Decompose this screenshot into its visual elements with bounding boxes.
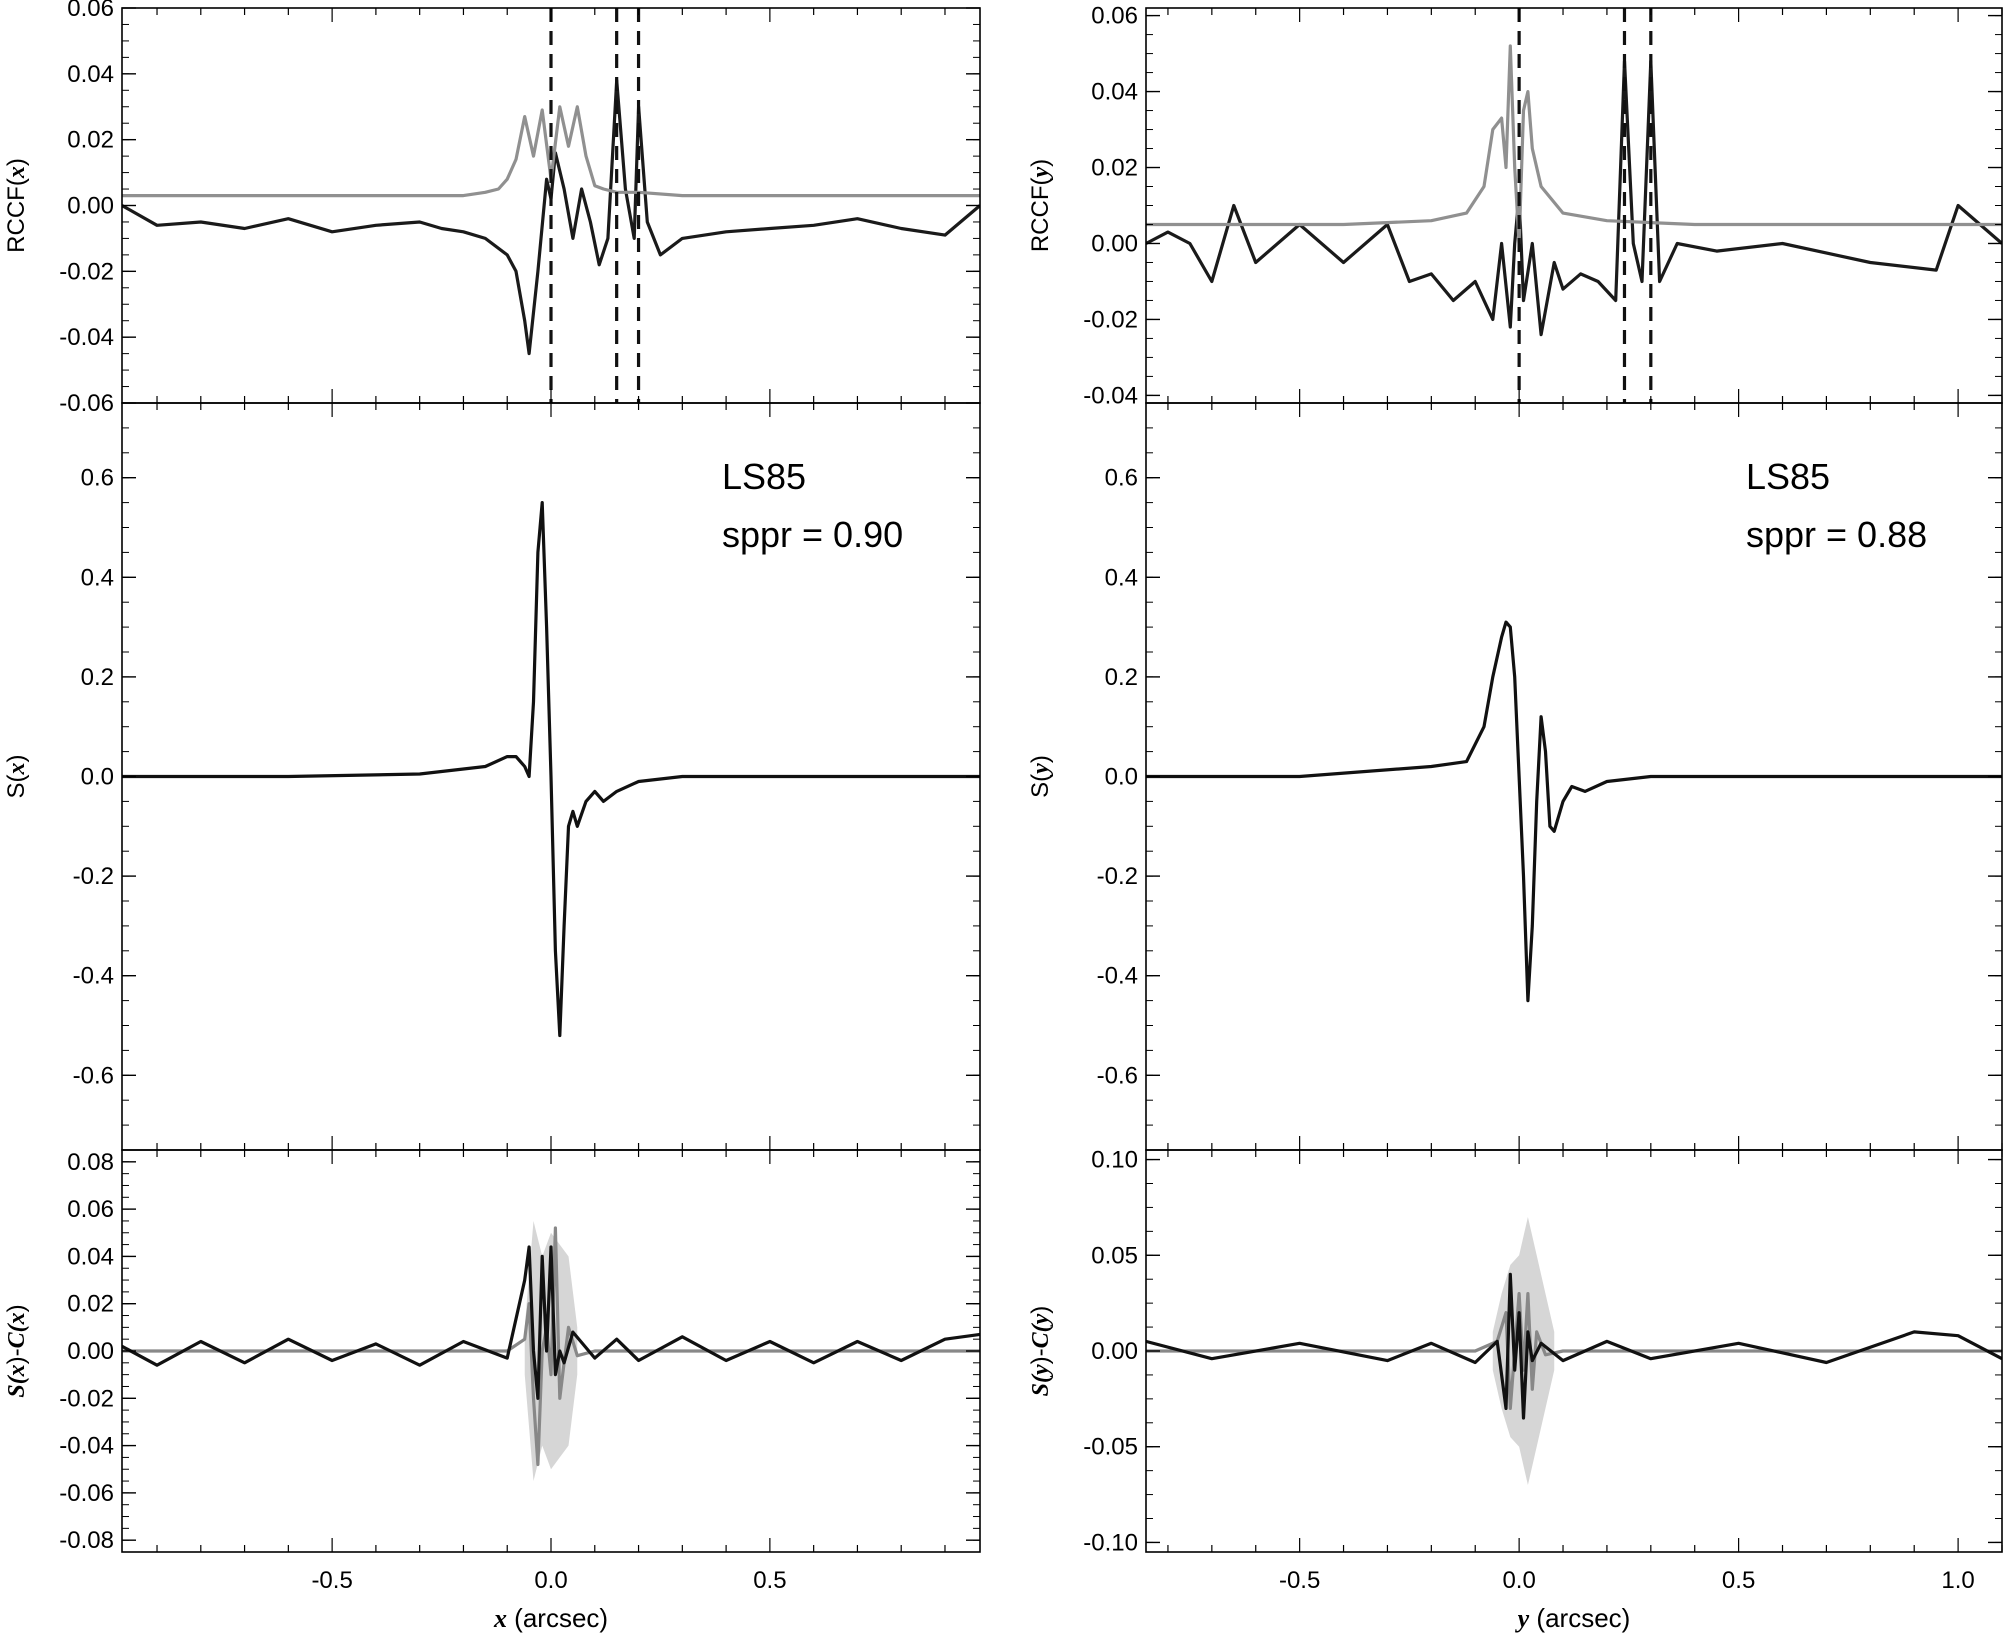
y-tick-label: 0.00	[67, 1338, 114, 1365]
y-tick-label: 0.00	[1091, 1338, 1138, 1365]
y-tick-label: 0.02	[1091, 155, 1138, 182]
y-tick-label: -0.4	[73, 963, 114, 990]
y-tick-label: 0.06	[67, 1196, 114, 1223]
annotation-line-2: sppr = 0.88	[1746, 514, 1927, 555]
y-tick-label: -0.02	[59, 258, 114, 285]
y-tick-label: -0.4	[1097, 963, 1138, 990]
y-tick-label: -0.6	[73, 1062, 114, 1089]
series-line-2	[1146, 44, 2002, 246]
y-tick-label: 0.04	[1091, 79, 1138, 106]
y-tick-label: 0.2	[1105, 664, 1138, 691]
y-tick-label: -0.2	[1097, 863, 1138, 890]
x-axis-label: x (arcsec)	[493, 1603, 608, 1633]
y-tick-label: 0.4	[1105, 564, 1138, 591]
y-tick-label: -0.06	[59, 1480, 114, 1507]
y-tick-label: -0.2	[73, 863, 114, 890]
y-axis-label: S(x)	[3, 755, 30, 799]
y-axis-label: S(x)-C(x)	[3, 1304, 30, 1397]
x-tick-label: 0.5	[1722, 1567, 1755, 1594]
series-line-2	[1146, 1272, 2002, 1420]
y-tick-label: 0.2	[81, 664, 114, 691]
y-tick-label: 0.10	[1091, 1147, 1138, 1174]
y-tick-label: 0.0	[1105, 764, 1138, 791]
annotation-line-1: LS85	[1746, 456, 1830, 497]
y-tick-label: -0.04	[59, 324, 114, 351]
series-line-1	[122, 78, 980, 356]
y-tick-label: -0.02	[1083, 306, 1138, 333]
y-tick-label: 0.02	[67, 127, 114, 154]
y-tick-label: -0.08	[59, 1527, 114, 1554]
series-line-1	[122, 501, 980, 1038]
y-tick-label: 0.05	[1091, 1242, 1138, 1269]
series-line-1	[1146, 620, 2002, 1003]
annotation-line-1: LS85	[722, 456, 806, 497]
panel-frame	[1145, 7, 2003, 404]
y-tick-label: 0.6	[1105, 465, 1138, 492]
y-tick-label: -0.6	[1097, 1062, 1138, 1089]
x-tick-label: 1.0	[1941, 1567, 1974, 1594]
y-tick-label: 0.02	[67, 1291, 114, 1318]
y-tick-label: 0.06	[67, 0, 114, 22]
y-axis-label: RCCF(x)	[3, 158, 30, 253]
x-tick-label: 0.0	[1502, 1567, 1535, 1594]
x-tick-label: 0.0	[534, 1567, 567, 1594]
series-line-1	[122, 1226, 980, 1467]
y-tick-label: 0.00	[1091, 230, 1138, 257]
series-line-2	[122, 105, 980, 198]
y-axis-label: S(y)-C(y)	[1027, 1306, 1054, 1397]
y-axis-label: S(y)	[1027, 755, 1054, 798]
y-tick-label: 0.08	[67, 1149, 114, 1176]
y-tick-label: 0.4	[81, 564, 114, 591]
y-tick-label: 0.06	[1091, 3, 1138, 30]
y-tick-label: -0.10	[1083, 1529, 1138, 1556]
y-tick-label: -0.04	[1083, 382, 1138, 409]
y-axis-label: RCCF(y)	[1027, 159, 1054, 252]
x-tick-label: 0.5	[753, 1567, 786, 1594]
y-tick-label: 0.04	[67, 61, 114, 88]
y-tick-label: -0.06	[59, 390, 114, 417]
series-line-1	[1146, 59, 2002, 337]
y-tick-label: 0.04	[67, 1243, 114, 1270]
annotation-line-2: sppr = 0.90	[722, 514, 903, 555]
y-tick-label: -0.05	[1083, 1434, 1138, 1461]
series-line-1	[1146, 1292, 2002, 1410]
y-tick-label: -0.04	[59, 1433, 114, 1460]
y-tick-label: 0.6	[81, 465, 114, 492]
series-line-2	[122, 1245, 980, 1400]
x-tick-label: -0.5	[311, 1567, 352, 1594]
x-tick-label: -0.5	[1279, 1567, 1320, 1594]
y-tick-label: 0.00	[67, 193, 114, 220]
y-tick-label: 0.0	[81, 764, 114, 791]
y-tick-label: -0.02	[59, 1385, 114, 1412]
x-axis-label: y (arcsec)	[1515, 1603, 1631, 1633]
